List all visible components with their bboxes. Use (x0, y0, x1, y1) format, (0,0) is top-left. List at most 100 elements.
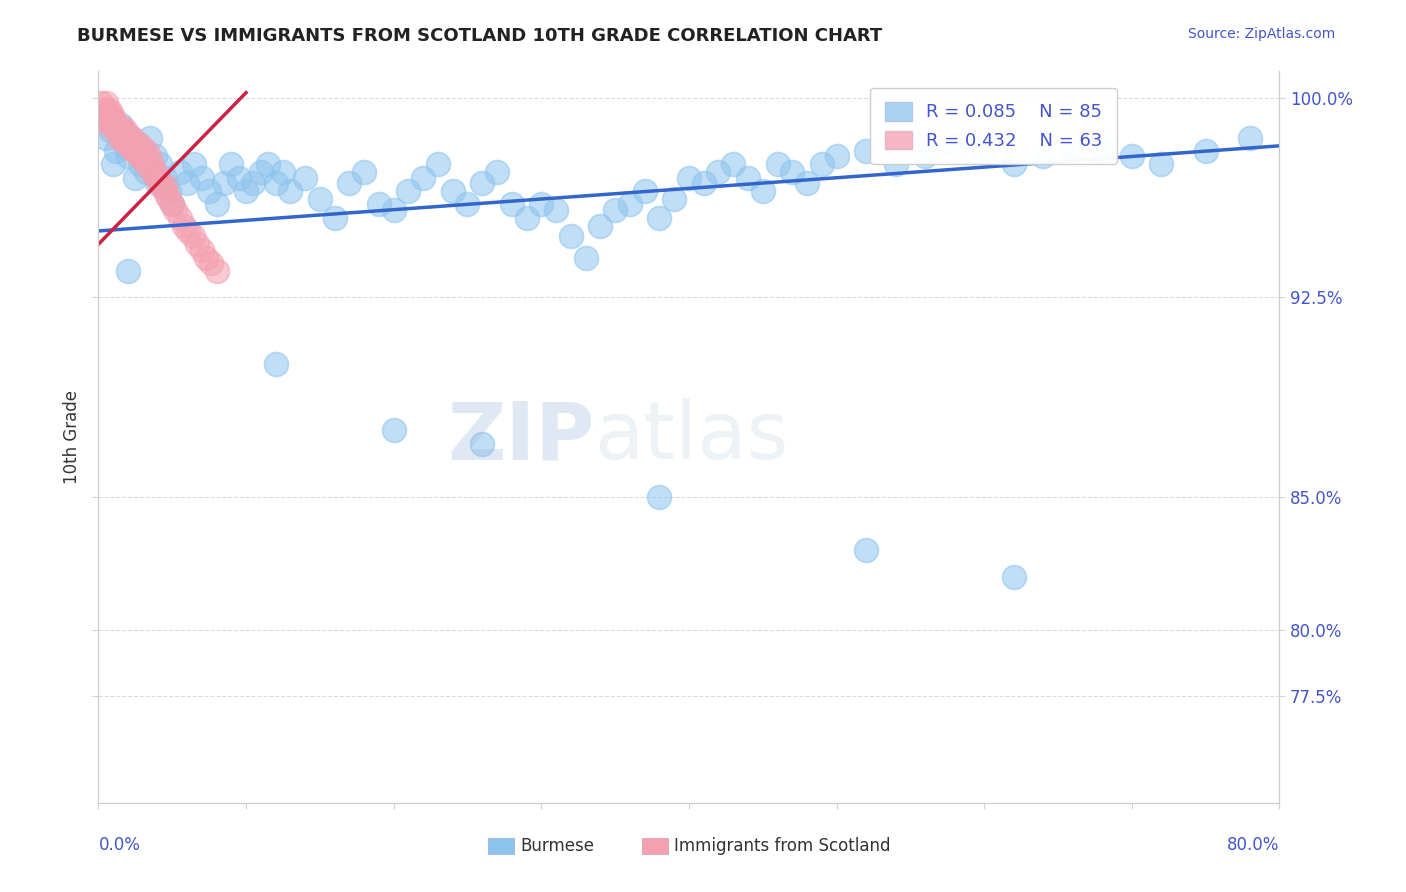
Point (125, 136, 148, 151)
Point (228, 170, 250, 185)
Point (782, 165, 804, 179)
Point (200, 256, 222, 270)
Point (98, 123, 121, 137)
Point (98, 104, 121, 119)
Point (441, 184, 464, 198)
Point (205, 197, 228, 211)
Point (127, 144, 149, 158)
Point (205, 264, 228, 278)
Text: 0.0%: 0.0% (98, 836, 141, 854)
Point (120, 138, 142, 153)
Point (309, 192, 332, 206)
Text: Source: ZipAtlas.com: Source: ZipAtlas.com (1188, 27, 1336, 41)
Point (165, 202, 187, 217)
Point (516, 211, 538, 225)
Point (471, 436, 494, 450)
Point (1121, 149, 1143, 163)
Point (143, 149, 166, 163)
Point (117, 264, 139, 278)
Point (855, 543, 877, 558)
Point (97, 118, 120, 132)
Point (198, 184, 221, 198)
Point (264, 357, 287, 371)
Point (177, 224, 200, 238)
Point (141, 165, 163, 179)
Point (122, 138, 145, 153)
Point (235, 184, 257, 198)
Point (810, 157, 832, 171)
Point (1032, 149, 1054, 163)
Point (173, 219, 195, 233)
Point (117, 149, 139, 163)
Point (157, 192, 180, 206)
Point (1002, 570, 1025, 584)
Point (111, 128, 134, 143)
Point (619, 197, 641, 211)
Point (707, 165, 730, 179)
Point (427, 157, 450, 171)
Point (250, 165, 273, 179)
Point (153, 170, 176, 185)
Point (221, 157, 243, 171)
Point (105, 118, 128, 132)
Y-axis label: 10th Grade: 10th Grade (63, 390, 82, 484)
Point (94, 96, 117, 111)
Point (457, 197, 479, 211)
Point (323, 211, 346, 225)
Point (138, 149, 160, 163)
Point (169, 165, 191, 179)
Point (664, 192, 686, 206)
Point (143, 165, 166, 179)
Point (280, 184, 302, 198)
Point (412, 170, 434, 185)
Point (914, 149, 936, 163)
Point (114, 131, 136, 145)
Point (766, 157, 789, 171)
Point (108, 131, 131, 145)
Point (132, 144, 155, 158)
Point (186, 237, 208, 252)
Point (501, 197, 523, 211)
FancyBboxPatch shape (488, 838, 515, 854)
Point (855, 144, 877, 158)
Point (96, 110, 118, 124)
Point (114, 123, 136, 137)
Point (634, 184, 657, 198)
Point (398, 184, 420, 198)
Point (134, 152, 156, 166)
Point (120, 131, 142, 145)
Point (107, 123, 129, 137)
Point (382, 202, 405, 217)
Point (124, 144, 146, 158)
Point (648, 211, 671, 225)
Text: 80.0%: 80.0% (1227, 836, 1279, 854)
Text: Immigrants from Scotland: Immigrants from Scotland (673, 837, 890, 855)
Point (139, 131, 162, 145)
Point (1091, 138, 1114, 153)
Text: Burmese: Burmese (520, 837, 595, 855)
Point (152, 181, 174, 195)
Point (752, 184, 775, 198)
Point (368, 197, 391, 211)
Text: BURMESE VS IMMIGRANTS FROM SCOTLAND 10TH GRADE CORRELATION CHART: BURMESE VS IMMIGRANTS FROM SCOTLAND 10TH… (77, 27, 883, 45)
Point (589, 219, 612, 233)
Point (103, 112, 125, 127)
Point (105, 118, 128, 132)
Point (825, 149, 848, 163)
Point (105, 144, 128, 158)
Point (155, 186, 177, 201)
Point (183, 157, 205, 171)
Point (146, 170, 169, 185)
Point (605, 202, 627, 217)
Point (162, 197, 183, 211)
Point (149, 157, 172, 171)
Point (112, 134, 135, 148)
Point (294, 170, 316, 185)
Point (486, 165, 509, 179)
Point (91, 104, 114, 119)
Point (271, 165, 294, 179)
Point (128, 149, 150, 163)
Legend: R = 0.085    N = 85, R = 0.432    N = 63: R = 0.085 N = 85, R = 0.432 N = 63 (870, 87, 1116, 164)
Point (93, 112, 115, 127)
Point (162, 197, 183, 211)
